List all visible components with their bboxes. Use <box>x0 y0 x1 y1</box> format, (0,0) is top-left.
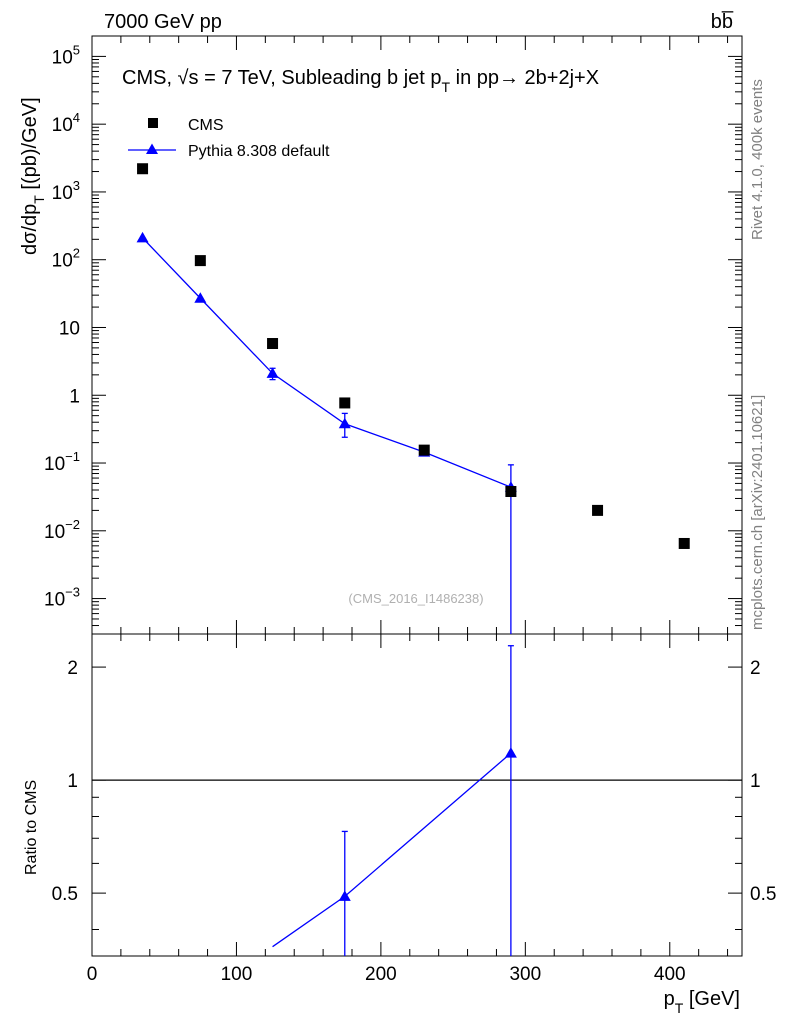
analysis-tag: (CMS_2016_I1486238) <box>348 591 483 606</box>
x-axis-label: pT [GeV] <box>664 988 740 1016</box>
x-tick-label: 100 <box>221 964 253 985</box>
ratio-axis-ticks: 0 100 200 300 400 0.5 0.5 1 1 2 2 <box>52 634 776 985</box>
main-y-tick-label: 10 <box>59 318 80 339</box>
data-point <box>267 338 279 350</box>
legend-mc-marker <box>146 143 158 154</box>
data-point <box>505 486 517 498</box>
legend-data-marker <box>148 118 158 128</box>
legend-data-label: CMS <box>188 117 224 134</box>
main-y-tick-label: 1 <box>69 386 80 407</box>
mc-point <box>194 292 207 303</box>
main-y-tick-label: 104 <box>52 110 80 136</box>
data-point <box>678 537 690 549</box>
mc-point <box>136 231 149 243</box>
main-y-tick-label: 105 <box>52 42 80 68</box>
x-tick-label: 0 <box>87 964 98 985</box>
mcplots-label: mcplots.cern.ch [arXiv:2401.10621] <box>749 395 766 630</box>
ratio-y-tick-label-right: 0.5 <box>750 884 776 905</box>
mc-series-line <box>142 237 512 488</box>
main-data-marks <box>136 163 690 634</box>
ratio-mc-line <box>272 752 512 948</box>
data-point <box>194 255 206 267</box>
ratio-y-axis-label: Ratio to CMS <box>23 780 40 875</box>
legend-mc-label: Pythia 8.308 default <box>188 143 330 160</box>
ratio-mc-point <box>338 890 351 901</box>
ratio-y-tick-label: 1 <box>67 771 78 792</box>
mc-point <box>338 417 351 429</box>
ratio-panel-frame <box>91 633 743 957</box>
data-point <box>137 163 149 175</box>
mc-point <box>266 367 279 378</box>
ratio-y-tick-label-right: 2 <box>750 658 761 679</box>
ratio-y-tick-label-right: 1 <box>750 771 761 792</box>
x-tick-label: 200 <box>365 964 397 985</box>
process-label: bb̅ <box>711 10 734 33</box>
legend: CMS Pythia 8.308 default <box>128 117 330 160</box>
data-point <box>592 504 604 516</box>
ratio-y-tick-label: 2 <box>67 658 78 679</box>
main-y-tick-label: 102 <box>52 246 80 272</box>
main-y-tick-label: 10−3 <box>44 585 80 611</box>
main-y-tick-label: 10−1 <box>44 449 80 475</box>
main-y-tick-label: 103 <box>52 178 80 204</box>
main-y-tick-label: 10−2 <box>44 517 80 543</box>
x-tick-label: 400 <box>654 964 686 985</box>
ratio-y-tick-label: 0.5 <box>52 884 78 905</box>
data-point <box>418 444 430 456</box>
x-tick-label: 300 <box>509 964 541 985</box>
main-y-axis-label: dσ/dpT [(pb)/GeV] <box>19 97 47 255</box>
rivet-label: Rivet 4.1.0, 400k events <box>749 79 766 240</box>
ratio-series-group <box>272 645 517 956</box>
data-point <box>339 397 351 409</box>
chart-title: CMS, √s = 7 TeV, Subleading b jet pT in … <box>122 67 599 95</box>
ratio-data-marks <box>272 645 517 956</box>
ratio-mc-point <box>504 747 517 758</box>
beam-label: 7000 GeV pp <box>104 11 222 33</box>
